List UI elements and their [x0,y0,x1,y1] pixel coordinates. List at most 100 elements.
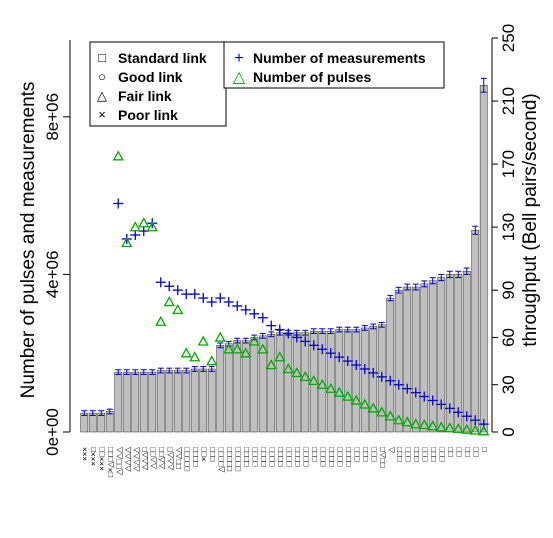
throughput-bar [165,370,174,433]
pulse-point [274,351,286,362]
measurement-point [461,411,472,422]
throughput-bar [105,411,114,433]
pulse-point [444,422,456,433]
legend-box [223,41,445,89]
pulse-point [350,394,362,405]
category-label: □□□ [310,447,319,462]
y-left-tick-label: 0e+00 [43,408,62,456]
pulse-point [367,402,379,413]
pulse-point [214,331,226,342]
measurement-point [189,289,200,300]
pulse-point [129,221,141,232]
category-label: □□□□ [335,447,344,466]
pulse-point [308,374,320,386]
category-label: □□□ [395,447,404,462]
pulse-point [393,414,405,425]
throughput-bar [335,329,344,433]
category-label: □□□ [437,447,446,462]
pulse-point [410,418,422,429]
category-label: □□□ [369,447,378,462]
pulse-point [197,335,209,346]
category-label: □□△□ [378,447,387,468]
measurement-point [342,356,353,367]
pulse-point [427,420,439,431]
pulse-point [231,343,243,354]
measurement-point [334,352,345,363]
pulse-point [291,367,303,378]
legend-box [89,41,227,127]
measurement-point [393,379,404,390]
category-label: ×××□ [89,447,98,466]
category-label: □□□ [403,447,412,462]
category-label: □□□□ [259,447,268,466]
y-right-tick-label: 170 [499,150,518,178]
pulse-point [112,150,124,161]
category-label: △△△△ [131,446,140,471]
measurement-point [232,300,243,311]
category-label: □□□□ [344,447,353,466]
legend-label: Poor link [118,107,178,123]
throughput-bar [292,332,301,433]
pulse-point [265,359,277,370]
throughput-bar [326,330,335,433]
measurement-point [436,399,447,410]
legend-label: Good link [118,69,183,85]
throughput-bar [343,329,352,433]
y-right-tick-label: 130 [499,213,518,241]
throughput-bar [114,371,123,433]
category-label: △△□□ [148,447,157,469]
throughput-bar [190,368,199,433]
pulse-point [163,296,175,307]
category-label: □ [480,447,489,452]
pulse-point [121,237,133,248]
category-label: □□□□ [327,447,336,466]
category-label: □□□□□ [225,447,234,471]
category-label: □□□ [429,447,438,462]
pulse-point [359,398,371,409]
category-label: □□ [446,447,455,457]
category-label: □□□□□ [182,447,191,471]
pulse-point [384,410,396,421]
throughput-bar [250,337,259,433]
legend-label: Number of measurements [253,50,426,66]
throughput-bar [471,230,480,433]
category-label: □×△□□□ [106,447,115,477]
category-label: ××× [80,447,89,461]
throughput-bar [173,370,182,433]
throughput-bar [394,289,403,433]
axes: 0e+00 4e+06 8e+06 0 30 60 90 130 170 210 250 [43,24,518,456]
legend-symbol: ○ [98,69,106,84]
category-label: □□□ [352,447,361,462]
pulse-point [155,315,167,326]
throughput-bar [301,332,310,433]
measurement-point [198,293,209,304]
legend-label: Standard link [118,50,207,66]
category-label: △ [386,446,395,453]
throughput-bar [216,345,225,433]
throughput-bar [284,332,293,433]
measurement-point [376,371,387,382]
throughput-bar [122,371,131,433]
measurement-point [155,277,166,288]
measurement-point [181,289,192,300]
category-label: □□□□ [267,447,276,466]
category-labels: ××× ×××□ ×××□□ □×△□□□ △□□△△ △△△△ △△△△ △△△□ △△□□ △… [80,446,489,477]
pulse-point [325,382,337,393]
throughput-bar [267,334,276,433]
category-label: □□□□ [242,447,251,466]
y-right-tick-label: 30 [499,375,518,394]
pulse-point [401,416,413,427]
measurement-point [274,324,285,335]
y-right-tick-label: 60 [499,328,518,347]
category-label: ×××□□ [97,447,106,471]
category-label: □□□ [208,447,217,462]
measurement-point [172,285,183,296]
category-label: □□□ [361,447,370,462]
pulses-series [112,150,490,436]
measurement-point [164,281,175,292]
legend-symbol: □ [98,50,106,65]
pulse-point [189,351,201,362]
throughput-bar [139,371,148,433]
measurement-point [223,296,234,307]
legend-symbol: × [98,107,106,122]
